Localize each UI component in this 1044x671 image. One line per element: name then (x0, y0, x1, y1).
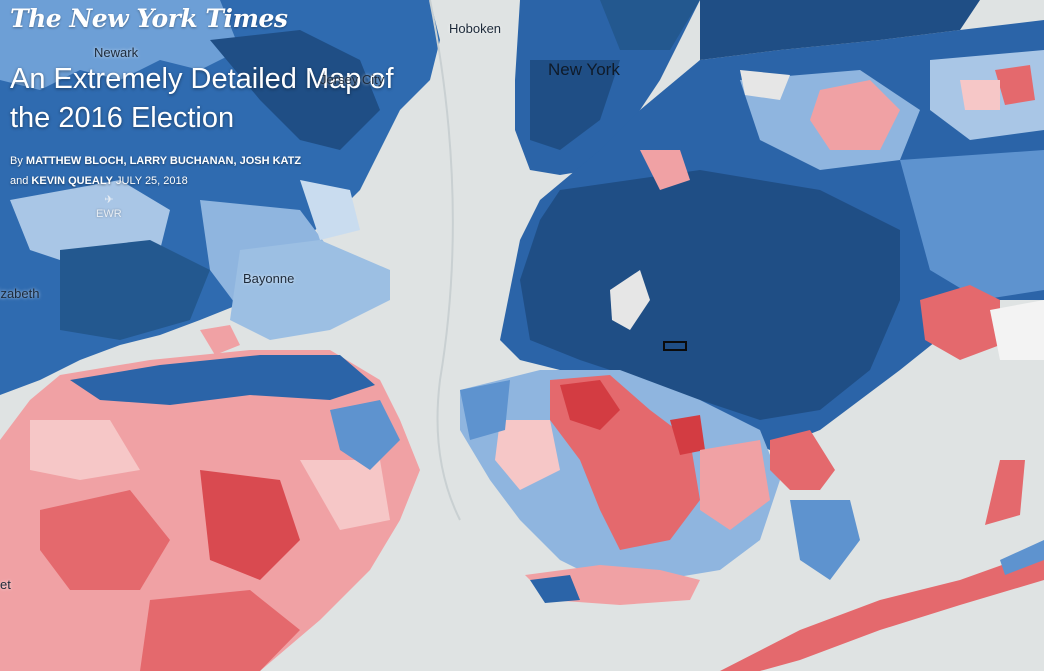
queens-red-3 (960, 80, 1000, 110)
label-edge: et (0, 577, 11, 592)
label-jersey-city: Jersey City (320, 72, 385, 87)
jamaica-bay-island-2 (790, 500, 860, 580)
article-byline: By MATTHEW BLOCH, LARRY BUCHANAN, JOSH K… (10, 151, 330, 191)
manhattan-dark (530, 60, 620, 150)
label-ewr: EWR (96, 208, 122, 220)
queens-red-1 (810, 80, 900, 150)
nj-dark-zone-1 (210, 30, 380, 150)
si-light-red-2 (300, 460, 390, 530)
plane-icon: ✈ (104, 194, 114, 206)
byline-authors-line1: MATTHEW BLOCH, LARRY BUCHANAN, JOSH KATZ (25, 155, 302, 167)
rockaway-east (1000, 540, 1044, 575)
byline-authors-line2: KEVIN QUEALY (31, 175, 113, 187)
si-dark-red-1 (40, 490, 170, 590)
nj-red-spot-1 (200, 325, 240, 355)
queens-red-2 (995, 65, 1035, 105)
jamaica-bay-island-3 (985, 460, 1025, 525)
si-medium-red (140, 590, 300, 671)
selected-precinct-outline[interactable] (663, 341, 687, 351)
byline-date: JULY 25, 2018 (116, 175, 188, 187)
jamaica-bay-island-1 (770, 430, 835, 490)
byline-and: and (10, 175, 29, 187)
queens-north-top (700, 0, 980, 60)
bk-red-dark (560, 380, 620, 430)
manhattan-north (600, 0, 700, 50)
nj-light-zone-1 (0, 0, 240, 90)
label-hoboken: Hoboken (449, 21, 502, 36)
bk-light-red-2 (700, 440, 770, 530)
harbor-shoreline (429, 0, 461, 521)
si-light-red-1 (30, 420, 140, 480)
label-newark: Newark (94, 45, 139, 60)
bk-red-dark-2 (670, 415, 705, 455)
label-bayonne: Bayonne (243, 271, 295, 286)
bayonne-peninsula (230, 240, 390, 340)
bk-blue-west (460, 380, 510, 440)
queens-east-medium (900, 150, 1044, 300)
bk-light-red (495, 420, 560, 490)
park-2 (740, 70, 790, 100)
brooklyn-core-dark (520, 170, 900, 420)
park-prospect (610, 270, 650, 330)
rockaway (720, 550, 1044, 671)
queens-red-south (920, 285, 1000, 360)
byline-prefix: By (10, 155, 23, 167)
coney-island-blue (530, 575, 580, 603)
label-new-york: New York (548, 60, 620, 79)
queens-red-4 (640, 150, 690, 190)
si-blue-north (70, 355, 375, 405)
si-blue-east (330, 400, 400, 470)
queens-light-south (990, 300, 1044, 360)
article-headline: An Extremely Detailed Map of the 2016 El… (10, 63, 394, 134)
si-dark-red-2 (200, 470, 300, 580)
nj-light-zone-4 (300, 180, 360, 240)
label-elizabeth: Elizabeth (0, 286, 40, 301)
nyt-logo[interactable]: The New York Times (10, 4, 288, 33)
nj-dark-zone-2 (60, 240, 210, 340)
